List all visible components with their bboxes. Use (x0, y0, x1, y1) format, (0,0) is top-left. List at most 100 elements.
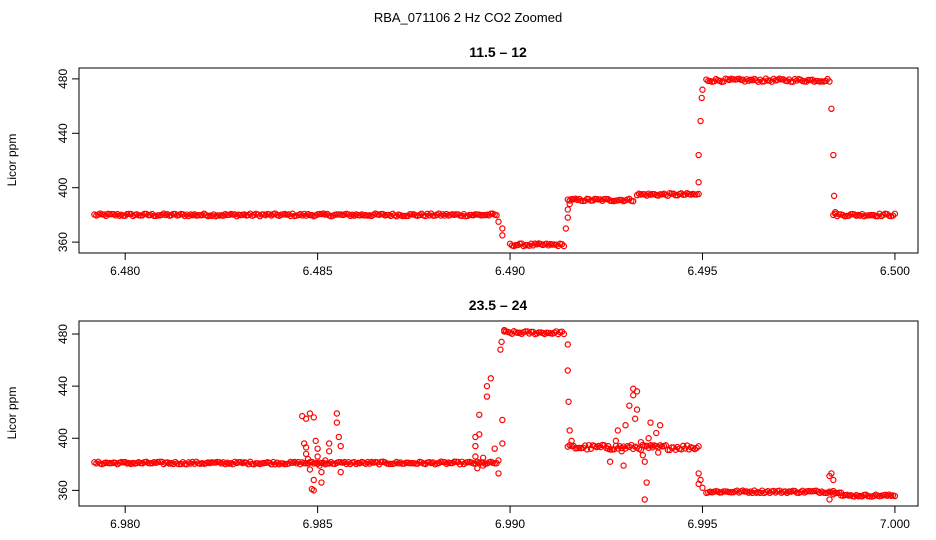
y-tick-label: 400 (56, 428, 70, 448)
data-series (91, 326, 899, 503)
data-point (626, 402, 633, 409)
data-point (310, 476, 317, 484)
data-point (830, 192, 838, 200)
data-point (495, 470, 502, 477)
data-point (868, 211, 876, 219)
data-point (499, 416, 506, 424)
data-point (476, 431, 483, 438)
data-point (622, 422, 629, 429)
plot-frame (78, 67, 919, 254)
data-point (633, 406, 641, 413)
data-point (641, 458, 648, 465)
data-point (314, 445, 321, 452)
x-tick-label: 6.995 (687, 517, 717, 531)
data-point (595, 196, 602, 203)
data-point (501, 326, 508, 334)
y-tick-label: 440 (56, 123, 70, 143)
data-point (695, 151, 702, 159)
data-point (601, 195, 608, 203)
x-tick-label: 6.490 (495, 264, 525, 278)
plot-frame (78, 320, 919, 507)
y-tick-label: 480 (56, 69, 70, 89)
data-point (314, 453, 321, 460)
data-point (560, 330, 568, 338)
data-point (325, 440, 333, 447)
data-point (474, 465, 481, 472)
data-point (653, 429, 660, 437)
data-point (491, 445, 498, 452)
data-point (668, 190, 675, 197)
data-point (498, 338, 505, 346)
y-tick-label: 480 (56, 324, 70, 344)
data-point (564, 214, 571, 221)
data-point (637, 438, 645, 446)
data-point (302, 450, 310, 458)
y-axis-label: Licor ppm (5, 387, 19, 440)
x-tick-label: 6.485 (303, 264, 333, 278)
data-point (891, 492, 899, 500)
data-point (568, 437, 575, 445)
data-point (447, 459, 454, 467)
data-point (695, 179, 702, 186)
data-point (699, 484, 706, 491)
data-point (778, 76, 785, 83)
chart-title: 11.5 – 12 (469, 44, 527, 60)
data-point (304, 455, 312, 463)
data-point (306, 466, 314, 473)
data-point (316, 462, 323, 469)
data-point (318, 468, 325, 476)
data-point (828, 470, 835, 477)
y-tick-label: 360 (56, 232, 70, 252)
figure-title: RBA_071106 2 Hz CO2 Zoomed (374, 10, 562, 25)
data-point (699, 86, 706, 93)
data-point (614, 427, 622, 434)
data-point (566, 427, 573, 434)
data-point (385, 460, 393, 468)
data-point (604, 442, 612, 450)
data-point (698, 94, 705, 102)
data-point (493, 211, 500, 219)
data-point (300, 459, 308, 467)
data-point (564, 341, 571, 348)
data-series (91, 75, 899, 250)
y-axis-label: Licor ppm (5, 134, 19, 187)
data-point (620, 462, 627, 469)
data-point (333, 419, 341, 426)
data-point (98, 211, 106, 218)
data-point (560, 242, 568, 250)
data-point (497, 346, 504, 353)
data-point (565, 398, 572, 405)
data-point (476, 411, 483, 418)
data-point (695, 470, 702, 477)
data-point (826, 78, 833, 85)
data-point (302, 415, 310, 422)
data-point (302, 444, 310, 451)
data-point (606, 458, 614, 465)
data-point (310, 487, 317, 494)
data-point (647, 419, 654, 426)
x-tick-label: 6.985 (303, 517, 333, 531)
chart-panel-bottom: 23.5 – 24 Licor ppm 6.980 6.985 6.990 6.995… (5, 297, 919, 531)
x-tick-label: 6.990 (495, 517, 525, 531)
data-point (830, 476, 837, 484)
data-point (322, 457, 329, 464)
data-point (832, 208, 839, 216)
data-point (649, 190, 656, 198)
data-point (499, 440, 506, 447)
data-point (258, 211, 266, 218)
x-axis: 6.980 6.985 6.990 6.995 7.000 (110, 506, 910, 531)
data-point (566, 200, 573, 208)
data-point (145, 211, 152, 219)
data-point (630, 392, 637, 399)
data-point (408, 211, 416, 218)
data-point (656, 422, 664, 429)
x-axis: 6.480 6.485 6.490 6.495 6.500 (110, 253, 910, 278)
data-point (401, 212, 408, 220)
data-point (618, 448, 625, 455)
data-point (641, 496, 648, 503)
x-tick-label: 6.980 (110, 517, 140, 531)
data-point (479, 454, 487, 461)
data-point (483, 382, 491, 390)
data-point (312, 437, 319, 445)
